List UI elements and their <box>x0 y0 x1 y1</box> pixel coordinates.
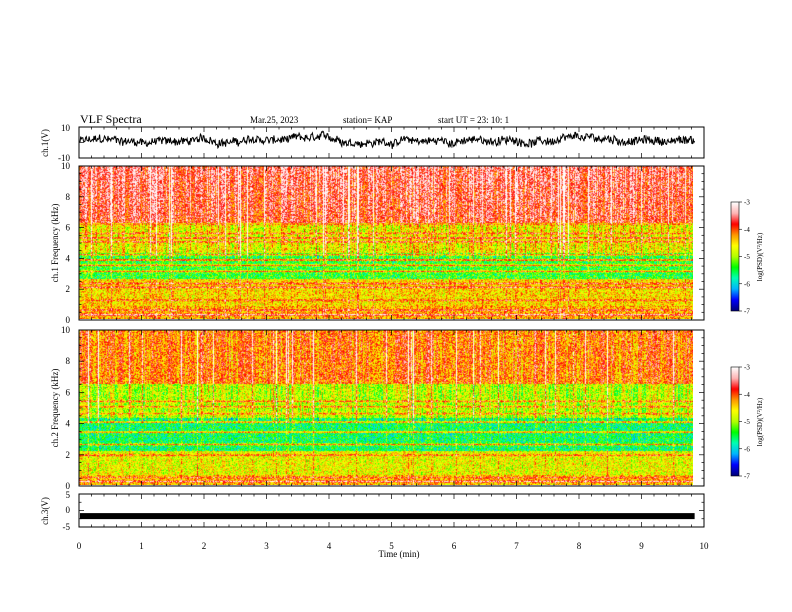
ch1-spectrogram-image <box>79 166 693 319</box>
colorbar-tick-label: -4 <box>744 391 750 399</box>
ch2-spectrogram-ytick-label: 4 <box>66 419 71 429</box>
ch1-ytick-bottom: -10 <box>58 153 70 163</box>
x-tick-label: 2 <box>202 541 207 551</box>
colorbar-tick-label: -3 <box>744 364 750 372</box>
colorbar-tick-label: -3 <box>744 199 750 207</box>
colorbar-tick-label: -7 <box>744 308 750 316</box>
chart-title: VLF Spectra <box>80 112 142 126</box>
x-axis-label: Time (min) <box>379 549 420 559</box>
station-label: station= KAP <box>343 115 392 125</box>
colorbar-tick-label: -7 <box>744 473 750 481</box>
ch2-spectrogram-ytick-label: 2 <box>66 450 71 460</box>
ch3-ytick-mid: 0 <box>66 505 71 515</box>
start-ut-label: start UT = 23: 10: 1 <box>438 115 509 125</box>
ch1-spectrogram-ytick-label: 8 <box>66 192 71 202</box>
colorbar-tick-label: -4 <box>744 226 750 234</box>
ch2-colorbar-label: log(PSD)(V²/Hz) <box>756 397 764 446</box>
ch3-ytick-top: 5 <box>66 490 71 500</box>
ch2-colorbar: -3 -4 -5 -6 -7 log(PSD)(V²/Hz) <box>730 364 764 481</box>
ch2-spectrogram-ylabel: ch.2 Frequency (kHz) <box>50 369 60 448</box>
ch2-spectrogram-ticks: 0 2 4 6 8 10 <box>61 325 705 491</box>
x-tick-label: 3 <box>264 541 269 551</box>
ch1-waveform-ticks <box>78 127 705 158</box>
ch2-spectrogram-panel: 0 2 4 6 8 10 ch.2 Frequency (kHz) <box>50 325 705 491</box>
ch1-waveform-line <box>79 130 696 150</box>
ch3-ylabel: ch.3(V) <box>40 497 50 525</box>
ch1-spectrogram-ytick-label: 2 <box>66 284 71 294</box>
ch1-ylabel: ch.1(V) <box>40 129 50 157</box>
x-tick-label: 1 <box>139 541 144 551</box>
ch1-colorbar-gradient <box>731 202 739 311</box>
ch1-spectrogram-ytick-label: 4 <box>66 253 71 263</box>
x-tick-label: 6 <box>452 541 457 551</box>
ch1-colorbar: -3 -4 -5 -6 -7 log(PSD)(V²/Hz) <box>730 199 764 316</box>
ch1-colorbar-label: log(PSD)(V²/Hz) <box>756 232 764 281</box>
ch2-colorbar-ticks: -3 -4 -5 -6 -7 <box>739 364 750 481</box>
ch3-ticks <box>78 493 705 528</box>
ch2-spectrogram-ytick-label: 10 <box>61 325 71 335</box>
x-tick-label: 0 <box>77 541 82 551</box>
colorbar-tick-label: -5 <box>744 253 750 261</box>
x-tick-label: 7 <box>514 541 519 551</box>
ch1-ytick-top: 10 <box>61 123 71 133</box>
x-tick-label: 10 <box>700 541 710 551</box>
ch1-spectrogram-panel: 0 2 4 6 8 10 ch.1 Frequency (kHz) <box>50 161 705 325</box>
x-tick-label: 5 <box>389 541 394 551</box>
colorbar-tick-label: -6 <box>744 280 750 288</box>
ch2-spectrogram-ytick-label: 8 <box>66 356 71 366</box>
colorbar-tick-label: -6 <box>744 445 750 453</box>
ch2-spectrogram-ytick-label: 6 <box>66 387 71 397</box>
ch2-spectrogram-ytick-label: 0 <box>66 481 71 491</box>
x-tick-label: 8 <box>577 541 582 551</box>
x-tick-label: 9 <box>639 541 644 551</box>
colorbar-tick-label: -5 <box>744 418 750 426</box>
ch3-panel: 5 0 -5 ch.3(V) 0 1 2 3 4 5 6 7 8 9 10 Time (min) <box>40 490 709 559</box>
ch1-waveform-panel: 10 -10 ch.1(V) <box>40 123 705 163</box>
ch1-spectrogram-ticks: 0 2 4 6 8 10 <box>61 161 705 325</box>
ch3-ytick-bottom: -5 <box>63 522 71 532</box>
date-label: Mar.25, 2023 <box>250 115 299 125</box>
ch1-spectrogram-ytick-label: 6 <box>66 223 71 233</box>
ch1-spectrogram-ytick-label: 10 <box>61 161 71 171</box>
ch3-signal-bar <box>80 513 695 520</box>
ch1-spectrogram-ylabel: ch.1 Frequency (kHz) <box>50 204 60 283</box>
ch1-colorbar-ticks: -3 -4 -5 -6 -7 <box>739 199 750 316</box>
ch2-spectrogram-image <box>79 330 693 485</box>
x-tick-labels: 0 1 2 3 4 5 6 7 8 9 10 <box>77 541 709 551</box>
ch2-colorbar-gradient <box>731 367 739 476</box>
ch1-spectrogram-ytick-label: 0 <box>66 315 71 325</box>
x-tick-label: 4 <box>327 541 332 551</box>
